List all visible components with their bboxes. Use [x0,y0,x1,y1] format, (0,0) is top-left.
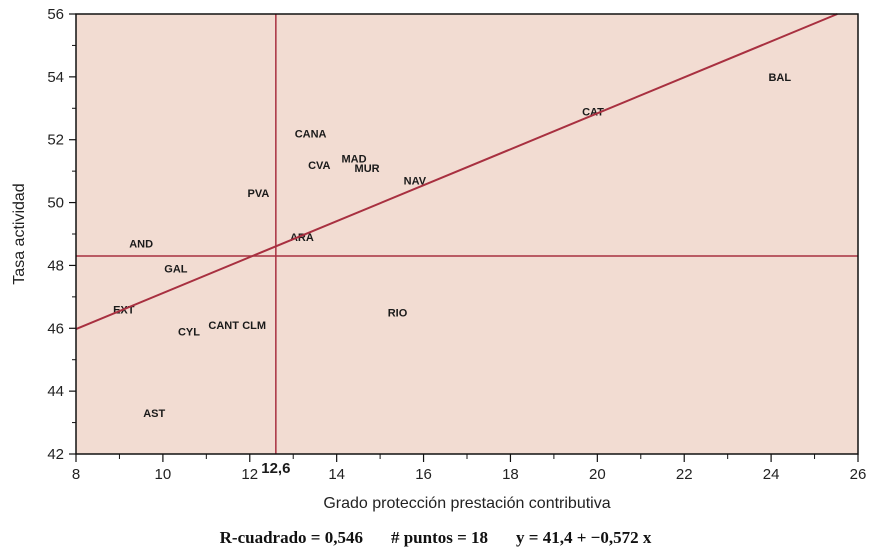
x-tick-label: 24 [763,466,780,483]
y-tick-label: 44 [47,383,64,400]
x-tick-label: 14 [328,466,345,483]
y-tick-label: 42 [47,446,64,463]
x-tick-label: 18 [502,466,519,483]
point-label: PVA [248,188,270,200]
plot-area [76,14,858,454]
y-tick-label: 48 [47,257,64,274]
x-tick-label: 10 [155,466,172,483]
x-tick-label: 12 [241,466,258,483]
point-label: MAD [342,154,367,166]
x-mean-label: 12,6 [261,460,290,477]
point-label: GAL [164,264,188,276]
y-tick-label: 46 [47,320,64,337]
point-label: CYL [178,326,200,338]
point-label: MUR [355,163,380,175]
point-label: RIO [388,308,408,320]
point-label: CANA [295,128,327,140]
x-axis-title: Grado protección prestación contributiva [323,495,610,512]
x-tick-label: 8 [72,466,80,483]
y-tick-label: 50 [47,195,64,212]
point-label: CANT [208,320,239,332]
regression-equation-text: y = 41,4 + −0,572 x [516,528,652,547]
x-tick-label: 20 [589,466,606,483]
x-tick-label: 22 [676,466,693,483]
x-axis: 8 10 12 14 16 18 20 22 24 26 [72,454,867,483]
x-tick-label: 16 [415,466,432,483]
point-label: AST [143,408,165,420]
point-label: NAV [404,176,427,188]
point-label: AND [129,238,153,250]
r-squared-text: R-cuadrado = 0,546 [219,528,363,547]
y-tick-label: 54 [47,69,64,86]
y-tick-label: 56 [47,6,64,23]
point-label: BAL [768,72,791,84]
point-label: CLM [242,320,266,332]
stats-footer: R-cuadrado = 0,546 # puntos = 18 y = 41,4 … [0,528,871,548]
point-label: ARA [290,232,314,244]
y-axis-title: Tasa actividad [11,183,28,284]
y-axis: 42 44 46 48 50 52 54 56 [47,6,76,463]
regression-line [75,13,838,330]
y-tick-label: 52 [47,132,64,149]
point-label: CVA [308,160,330,172]
point-label: CAT [582,106,604,118]
x-tick-label: 26 [850,466,867,483]
points-count-text: # puntos = 18 [390,528,489,547]
